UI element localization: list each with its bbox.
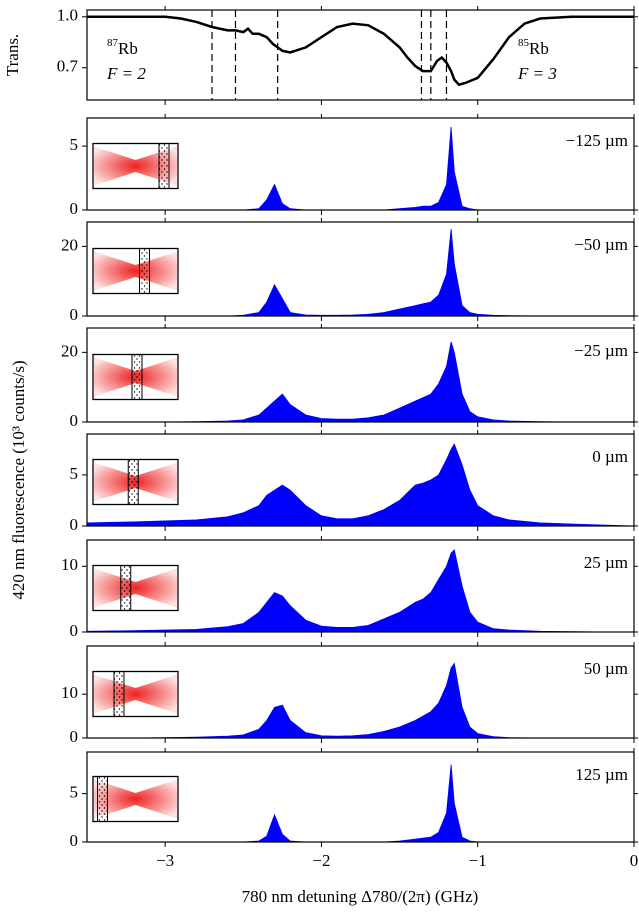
- x-tick-label: −2: [312, 851, 330, 870]
- inset: [92, 564, 179, 612]
- panel-frame: [86, 327, 635, 423]
- panel: 0 20 −25 µm: [61, 324, 638, 430]
- fluorescence-area: [87, 341, 634, 423]
- inset-frame: [92, 247, 179, 295]
- level-label: F = 2: [106, 64, 146, 83]
- panel-label: 0 µm: [592, 447, 628, 466]
- mass-number: 85: [518, 37, 530, 49]
- cell: [113, 671, 125, 717]
- y-tick-label: 0: [70, 831, 79, 850]
- y-tick-label: 20: [61, 235, 78, 254]
- inset-frame: [92, 564, 179, 612]
- y-tick-label: 0: [70, 515, 79, 534]
- isotope-label: 85Rb: [518, 37, 549, 58]
- fluorescence-area: [87, 662, 634, 739]
- cell: [131, 354, 143, 400]
- panel-frame: [86, 117, 635, 211]
- y-tick-label: 10: [61, 555, 78, 574]
- y-tick-label: 0: [70, 621, 79, 640]
- element: Rb: [118, 39, 138, 58]
- y-tick-label: 5: [70, 783, 79, 802]
- beam: [94, 674, 177, 714]
- panel-label: −125 µm: [566, 131, 628, 150]
- cell: [158, 143, 170, 189]
- element: Rb: [529, 39, 549, 58]
- panel-label: 125 µm: [575, 765, 628, 784]
- inset: [92, 458, 179, 506]
- y-tick-label: 10: [61, 683, 78, 702]
- panel: 0 20 −50 µm: [61, 218, 638, 324]
- cell: [120, 565, 132, 611]
- y-tick-label: 1.0: [57, 6, 78, 25]
- inset-frame: [92, 353, 179, 401]
- y-tick-label: 0: [70, 411, 79, 430]
- inset-frame: [92, 775, 179, 823]
- y-tick-label: 0: [70, 727, 79, 746]
- inset-frame: [92, 458, 179, 506]
- panel-frame: [86, 9, 635, 101]
- inset: [92, 670, 179, 718]
- y-tick-label: 0: [70, 199, 79, 218]
- y-tick-label: 20: [61, 341, 78, 360]
- panel-frame: [86, 433, 635, 527]
- panel-frame: [86, 751, 635, 843]
- panel-label: 50 µm: [584, 659, 628, 678]
- beam: [94, 146, 177, 186]
- x-tick-label: 0: [630, 851, 639, 870]
- panel: 0 5 −125 µm: [70, 114, 638, 218]
- isotope-label: 87Rb: [107, 37, 138, 58]
- panel-label: −25 µm: [574, 341, 628, 360]
- panel-label: −50 µm: [574, 235, 628, 254]
- y-tick-label: 0.7: [57, 57, 79, 76]
- x-axis-label: 780 nm detuning Δ780/(2π) (GHz): [242, 887, 479, 906]
- panel-frame: [86, 221, 635, 317]
- inset: [92, 353, 179, 401]
- mass-number: 87: [107, 37, 119, 49]
- y-tick-label: 5: [70, 464, 79, 483]
- beam: [94, 568, 177, 608]
- inset-frame: [92, 142, 179, 190]
- inset: [92, 247, 179, 295]
- panel: 0 5 −3 −2 −1 0 125 µm: [70, 748, 639, 870]
- panel-frame: [86, 645, 635, 739]
- cell: [139, 248, 150, 294]
- y-tick-label: 0: [70, 305, 79, 324]
- x-tick-label: −3: [156, 851, 174, 870]
- panel: 0 10 50 µm: [61, 642, 638, 746]
- cell: [127, 459, 139, 505]
- beam: [94, 251, 177, 291]
- inset-frame: [92, 670, 179, 718]
- panel: 0 10 25 µm: [61, 536, 638, 640]
- panel-label: 25 µm: [584, 553, 628, 572]
- transmission-line: [87, 15, 634, 87]
- fluorescence-area: [86, 549, 634, 633]
- y-axis-label: Trans.: [3, 34, 22, 76]
- cell: [97, 776, 108, 822]
- x-tick-label: −1: [469, 851, 487, 870]
- panel: 0 5 0 µm: [70, 430, 638, 534]
- panel-frame: [86, 539, 635, 633]
- fluorescence-area: [86, 443, 635, 527]
- level-label: F = 3: [517, 64, 557, 83]
- inset: [92, 142, 179, 190]
- beam: [94, 779, 177, 819]
- y-axis-label: 420 nm fluorescence (10³ counts/s): [9, 360, 28, 599]
- inset: [92, 775, 179, 823]
- y-tick-label: 5: [70, 135, 79, 154]
